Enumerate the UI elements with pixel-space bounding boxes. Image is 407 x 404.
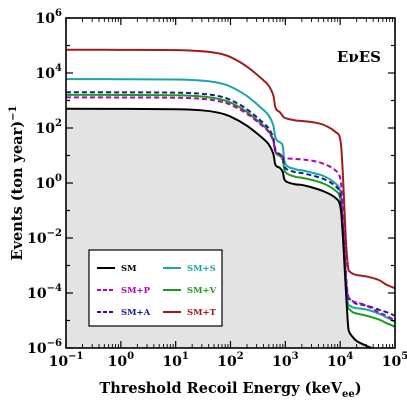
x-axis-title: Threshold Recoil Energy (keVee): [99, 380, 361, 400]
x-tick-label: 104: [327, 351, 353, 370]
series-line-sm-p: [66, 96, 395, 322]
series-line-sm-v: [66, 93, 395, 328]
series-line-sm-s: [66, 78, 395, 323]
legend-label: SM+S: [187, 264, 216, 274]
y-tick-label: 10−6: [27, 338, 62, 357]
legend-label: SM+P: [121, 286, 151, 296]
x-tick-label: 101: [162, 351, 188, 370]
x-tick-label: 103: [272, 351, 298, 370]
y-tick-label: 102: [36, 118, 62, 137]
legend-label: SM+V: [187, 286, 217, 296]
process-annotation: EνES: [337, 48, 381, 66]
y-tick-label: 104: [36, 63, 62, 82]
y-tick-label: 100: [36, 173, 62, 192]
tick-labels: 10−1 100 101 102 103 104 105 10−6 10−4 10−2 100 102…: [27, 8, 407, 370]
legend-label: SM: [121, 264, 137, 274]
legend: SM SM+P SM+A SM+S SM+V SM+T: [88, 249, 223, 327]
x-tick-label: 10−1: [49, 351, 84, 370]
legend-box: [88, 249, 223, 327]
x-tick-label: 105: [382, 351, 407, 370]
x-tick-label: 100: [108, 351, 134, 370]
y-tick-label: 10−4: [27, 283, 62, 302]
legend-label: SM+A: [121, 308, 151, 318]
series-line-sm-t: [66, 48, 395, 290]
series-line-sm: [66, 107, 375, 348]
plot-frame: [65, 17, 396, 349]
x-tick-label: 102: [217, 351, 243, 370]
y-axis-title: Events (ton year)−1: [8, 106, 26, 261]
y-tick-label: 10−2: [27, 228, 62, 247]
legend-label: SM+T: [187, 308, 217, 318]
y-tick-label: 106: [36, 8, 62, 27]
series-lines: [66, 48, 395, 348]
